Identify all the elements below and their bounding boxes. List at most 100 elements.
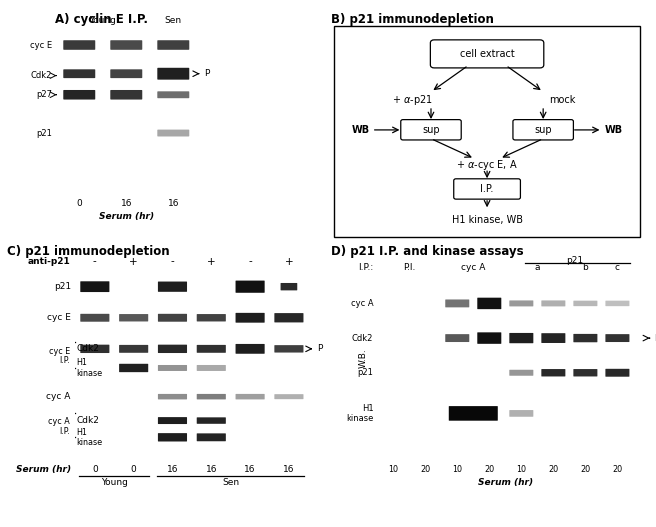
FancyBboxPatch shape [158,281,187,292]
Text: cell extract: cell extract [460,49,514,59]
FancyBboxPatch shape [157,130,190,136]
FancyBboxPatch shape [449,406,498,421]
FancyBboxPatch shape [197,345,226,353]
Text: I.P.:: I.P.: [358,263,373,272]
Text: 16: 16 [167,199,179,208]
Text: c: c [615,263,620,272]
Text: Cdk2: Cdk2 [76,344,99,353]
FancyBboxPatch shape [274,313,304,323]
Text: p21: p21 [566,256,583,265]
FancyBboxPatch shape [274,345,304,353]
FancyBboxPatch shape [80,281,110,292]
Text: D) p21 I.P. and kinase assays: D) p21 I.P. and kinase assays [331,245,524,258]
Text: Serum (hr): Serum (hr) [16,465,71,474]
FancyBboxPatch shape [197,417,226,424]
FancyBboxPatch shape [158,394,187,399]
Text: anti-p21: anti-p21 [28,257,71,266]
Text: Cdk2: Cdk2 [31,71,52,80]
Text: B) p21 immunodepletion: B) p21 immunodepletion [331,13,494,26]
Text: 16: 16 [167,465,178,474]
FancyBboxPatch shape [158,345,187,353]
Text: b: b [583,263,588,272]
FancyBboxPatch shape [509,370,533,376]
FancyBboxPatch shape [158,314,187,321]
Text: p21: p21 [54,282,71,291]
Text: 20: 20 [581,465,590,474]
FancyBboxPatch shape [63,70,95,78]
FancyBboxPatch shape [63,90,95,100]
FancyBboxPatch shape [236,394,264,399]
Text: cyc A: cyc A [49,417,70,426]
Text: sup: sup [422,125,440,135]
FancyBboxPatch shape [63,40,95,50]
Text: P: P [204,69,209,78]
Text: -: - [93,257,96,267]
Text: WB: WB [604,125,623,135]
Text: 0: 0 [131,465,136,474]
FancyBboxPatch shape [110,70,142,78]
Text: Sen: Sen [222,478,239,487]
Text: 0: 0 [76,199,82,208]
Text: Young: Young [101,478,128,487]
FancyBboxPatch shape [110,40,142,50]
Text: cyc E: cyc E [30,41,52,50]
FancyBboxPatch shape [478,333,501,344]
FancyBboxPatch shape [573,301,598,306]
Text: a: a [535,263,540,272]
FancyBboxPatch shape [157,68,190,80]
FancyBboxPatch shape [513,120,573,140]
FancyBboxPatch shape [509,410,533,417]
Text: C) p21 immunodepletion: C) p21 immunodepletion [7,245,169,258]
Text: -: - [171,257,174,267]
Text: P: P [317,344,322,353]
Text: 20: 20 [484,465,495,474]
Text: H1
kinase: H1 kinase [346,404,373,423]
FancyBboxPatch shape [119,345,148,353]
Text: cyc E: cyc E [47,313,71,323]
Text: 10: 10 [388,465,398,474]
FancyBboxPatch shape [401,120,461,140]
Text: Sen: Sen [165,16,182,25]
FancyBboxPatch shape [236,280,264,293]
FancyBboxPatch shape [509,333,533,343]
FancyBboxPatch shape [158,365,187,371]
FancyBboxPatch shape [110,90,142,100]
FancyBboxPatch shape [158,417,187,424]
FancyBboxPatch shape [573,369,598,376]
Text: P: P [654,334,656,343]
FancyBboxPatch shape [197,365,226,371]
FancyBboxPatch shape [236,313,264,323]
FancyBboxPatch shape [573,334,598,342]
Text: + $\alpha$-p21: + $\alpha$-p21 [392,93,433,106]
FancyBboxPatch shape [119,364,148,372]
FancyBboxPatch shape [605,301,629,306]
Text: Serum (hr): Serum (hr) [478,478,533,487]
Text: P.I.: P.I. [403,263,415,272]
Text: Cdk2: Cdk2 [76,416,99,425]
Text: 16: 16 [121,199,132,208]
FancyBboxPatch shape [157,40,190,50]
Text: 0: 0 [92,465,98,474]
Text: p21: p21 [358,368,373,377]
Text: 10: 10 [452,465,462,474]
FancyBboxPatch shape [454,179,520,199]
FancyBboxPatch shape [80,345,110,353]
FancyBboxPatch shape [541,300,565,306]
FancyBboxPatch shape [605,334,629,342]
FancyBboxPatch shape [80,314,110,321]
Text: +: + [285,257,293,267]
Text: I.P.: I.P. [59,427,70,436]
FancyBboxPatch shape [197,394,226,399]
Text: 20: 20 [612,465,623,474]
FancyBboxPatch shape [197,433,226,441]
Text: mock: mock [548,94,575,104]
Text: cyc A: cyc A [47,392,71,401]
Text: H1 kinase, WB: H1 kinase, WB [451,214,523,225]
FancyBboxPatch shape [430,40,544,68]
Text: cyc E: cyc E [49,347,70,356]
FancyBboxPatch shape [541,369,565,376]
FancyBboxPatch shape [157,91,190,98]
Text: cyc A: cyc A [461,263,485,272]
Text: Serum (hr): Serum (hr) [98,212,154,221]
Text: 16: 16 [244,465,256,474]
